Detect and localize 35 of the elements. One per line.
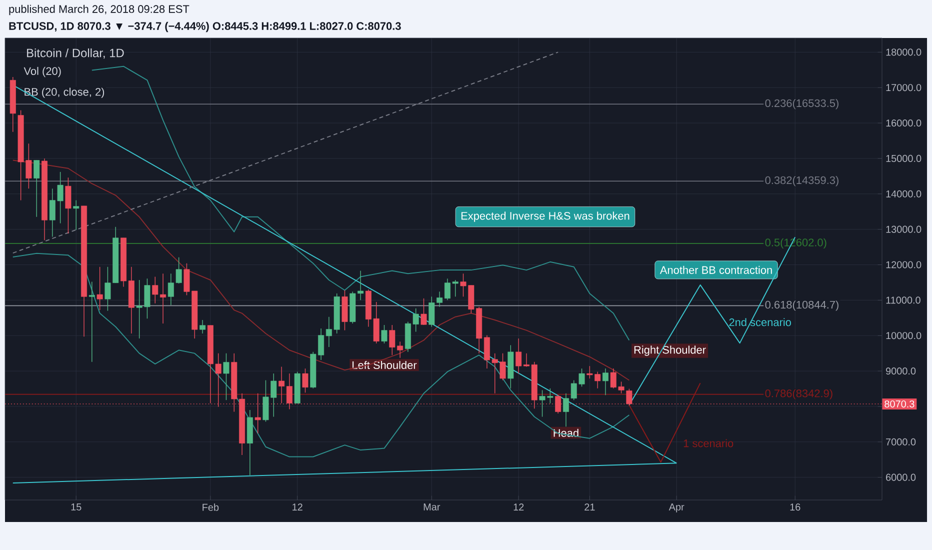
annotation: Vol (20) <box>24 66 61 78</box>
text: Bitcoin / Dollar, 1D <box>27 48 124 59</box>
y-tick-label: 11000.0 <box>886 296 920 304</box>
x-tick-label: 12 <box>514 504 524 510</box>
x-tick-label: 16 <box>790 504 800 511</box>
annotation: BB (20, close, 2) <box>24 88 104 98</box>
y-tick-label: 10000.0 <box>886 332 922 340</box>
x-tick-label: 21 <box>584 504 595 510</box>
y-tick-label: 7000.0 <box>886 438 916 446</box>
y-tick-label: 18000.0 <box>886 48 922 56</box>
x-tick-label: 15 <box>71 504 82 510</box>
x-tick-label: Apr <box>668 504 684 512</box>
annotation: Expected Inverse H&S was broken <box>461 212 630 222</box>
y-tick-label: 13000.0 <box>886 226 922 233</box>
x-tick-label: 12 <box>292 504 302 510</box>
ref-line-label: 8070.3 <box>884 400 914 408</box>
ref-line-label: 0.382(14359.3) <box>765 176 838 186</box>
y-tick-label: 12000.0 <box>886 261 922 268</box>
annotation: 2nd scenario <box>729 318 791 326</box>
y-tick-label: 14000.0 <box>886 190 922 198</box>
annotation: Another BB contraction <box>660 266 772 274</box>
ref-line-label: 0.618(10844.7) <box>765 300 838 311</box>
y-tick-label: 9000.0 <box>886 368 916 375</box>
y-tick-label: 17000.0 <box>886 84 922 92</box>
annotation: 1 scenario <box>684 439 734 448</box>
y-tick-label: 6000.0 <box>886 474 916 481</box>
x-tick-label: Feb <box>202 504 219 511</box>
y-tick-label: 15000.0 <box>886 154 922 162</box>
ref-line-label: 0.236(16533.5) <box>765 99 838 110</box>
annotation: Right Shoulder <box>634 346 706 356</box>
ref-line-label: 0.786(8342.9) <box>765 389 832 400</box>
x-tick-label: Mar <box>424 504 440 510</box>
chart-subtitle: BTCUSD, 1D 8070.3 ▼ −374.7 (−4.44%) O:8445.3 H:8499.1 L:8027.0 C:8070.3 <box>9 22 401 32</box>
text: published March 26, 2018 09:28 EST <box>9 4 190 16</box>
y-tick-label: 16000.0 <box>886 120 922 127</box>
